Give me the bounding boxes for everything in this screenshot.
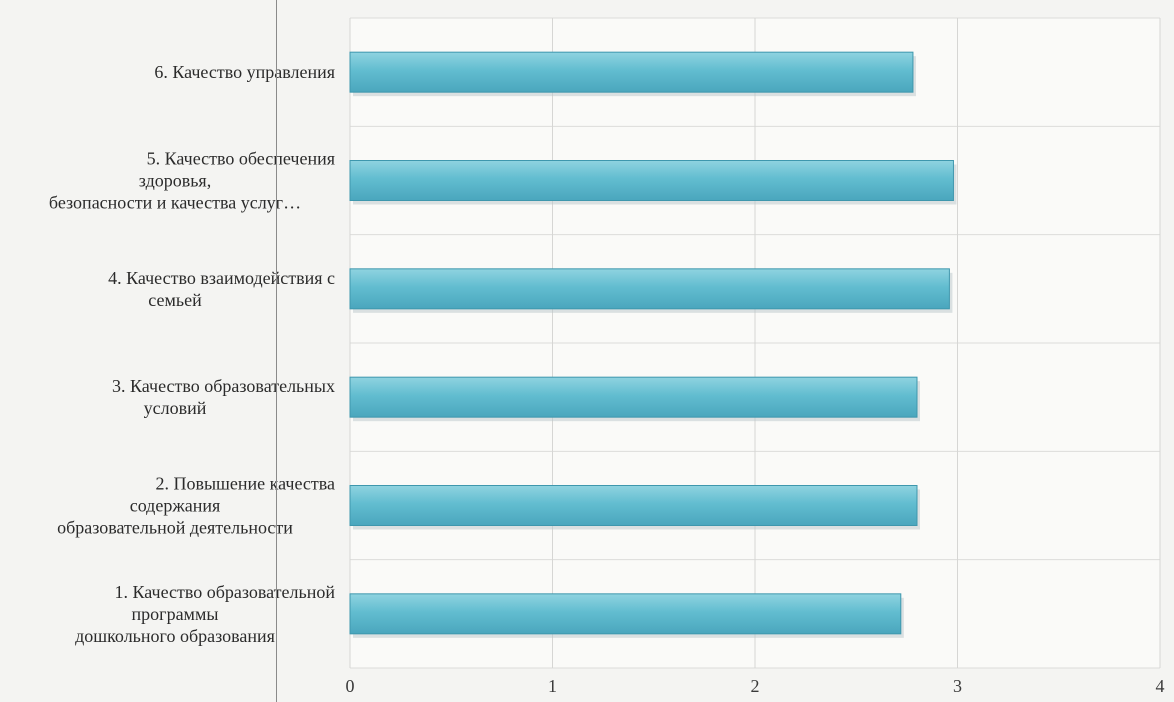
x-tick-label: 2	[751, 676, 760, 696]
category-label: условий	[144, 398, 207, 418]
category-label: 1. Качество образовательной	[114, 582, 335, 602]
category-label: 2. Повышение качества	[155, 474, 335, 494]
category-label: дошкольного образования	[75, 626, 275, 646]
category-label: 4. Качество взаимодействия с	[108, 268, 335, 288]
category-label: 6. Качество управления	[154, 62, 335, 82]
bar-4	[349, 268, 950, 310]
x-tick-label: 3	[953, 676, 962, 696]
category-label: содержания	[130, 496, 221, 516]
scan-edge-line	[276, 0, 277, 702]
category-label: 3. Качество образовательных	[112, 376, 335, 396]
category-label: здоровья,	[139, 171, 211, 191]
category-label: программы	[132, 604, 219, 624]
bar-1	[349, 593, 902, 635]
bar-5	[349, 160, 954, 201]
x-tick-label: 1	[548, 676, 557, 696]
x-tick-label: 0	[346, 676, 355, 696]
category-label: 5. Качество обеспечения	[147, 149, 335, 169]
category-label: образовательной деятельности	[57, 518, 293, 538]
bar-6	[349, 51, 914, 93]
x-tick-label: 4	[1156, 676, 1165, 696]
bar-3	[349, 376, 918, 418]
category-label: безопасности и качества услуг…	[49, 193, 301, 213]
category-label: семьей	[148, 290, 202, 310]
bar-2	[349, 485, 918, 526]
